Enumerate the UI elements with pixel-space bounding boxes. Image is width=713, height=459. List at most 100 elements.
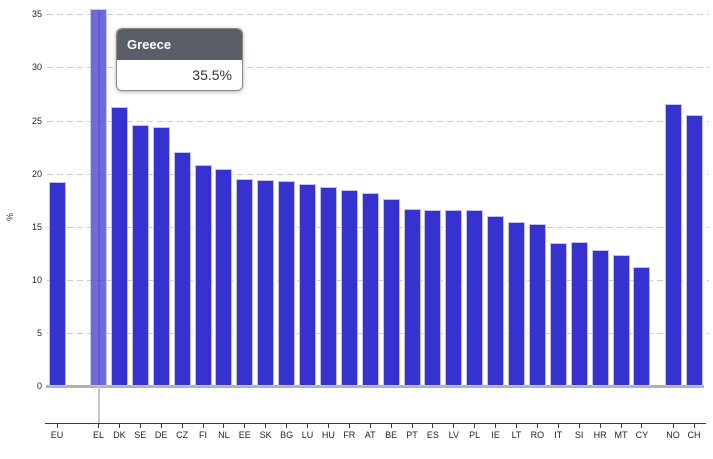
x-tick-label-BG: BG — [280, 430, 294, 440]
x-tick-label-FI: FI — [199, 430, 207, 440]
x-tick-label-LU: LU — [301, 430, 314, 440]
x-tick-ES — [432, 423, 434, 428]
bar-LU[interactable] — [299, 184, 316, 386]
x-tick-MT — [620, 423, 622, 428]
x-tick-label-IT: IT — [554, 430, 563, 440]
bar-FI[interactable] — [194, 165, 212, 386]
bar-EU[interactable] — [48, 182, 66, 386]
x-tick-EE — [244, 423, 246, 428]
bar-NL[interactable] — [215, 169, 233, 386]
bar-EL[interactable] — [90, 9, 107, 386]
bar-ES[interactable] — [424, 209, 442, 386]
x-tick-label-SE: SE — [134, 430, 147, 440]
x-tick-label-RO: RO — [530, 430, 545, 440]
bar-FR[interactable] — [340, 189, 358, 386]
bar-EE[interactable] — [236, 178, 254, 386]
bar-DE[interactable] — [152, 126, 170, 386]
x-tick-AT — [369, 423, 371, 428]
x-tick-label-NO: NO — [666, 430, 680, 440]
x-tick-DK — [118, 423, 120, 428]
x-tick-PL — [474, 423, 476, 428]
x-tick-HU — [327, 423, 329, 428]
bar-DK[interactable] — [110, 106, 128, 386]
x-tick-label-PT: PT — [406, 430, 418, 440]
x-tick-label-AT: AT — [364, 430, 376, 440]
bar-SE[interactable] — [131, 124, 149, 386]
x-tick-LT — [516, 423, 517, 428]
y-tick-label-0: 0 — [36, 381, 42, 391]
bar-LV[interactable] — [445, 209, 463, 386]
x-tick-EL — [98, 423, 99, 428]
x-tick-label-HR: HR — [593, 430, 607, 440]
y-tick-label-20: 20 — [31, 168, 42, 179]
x-tick-label-NL: NL — [218, 430, 230, 440]
bar-CY[interactable] — [633, 267, 651, 386]
x-tick-RO — [536, 423, 538, 428]
x-tick-BG — [286, 423, 288, 428]
x-tick-LU — [307, 423, 308, 428]
x-tick-DE — [160, 423, 162, 428]
bar-HR[interactable] — [591, 250, 609, 386]
x-tick-FI — [202, 423, 204, 428]
x-tick-label-CH: CH — [687, 430, 701, 440]
x-tick-label-DE: DE — [154, 430, 168, 440]
baseline-zero — [46, 385, 704, 388]
tooltip: Greece 35.5% — [116, 28, 243, 91]
bar-MT[interactable] — [612, 255, 630, 386]
x-tick-NL — [223, 423, 225, 428]
x-tick-label-CY: CY — [635, 430, 649, 440]
x-tick-FR — [348, 423, 350, 428]
y-tick-label-25: 25 — [31, 115, 42, 126]
y-tick-label-15: 15 — [31, 221, 42, 232]
gridline-30 — [47, 67, 709, 69]
x-tick-CH — [693, 423, 695, 428]
bar-BE[interactable] — [382, 199, 400, 386]
bar-PT[interactable] — [403, 208, 421, 386]
bar-BG[interactable] — [278, 181, 296, 386]
bar-CH[interactable] — [685, 115, 703, 386]
bar-LT[interactable] — [508, 222, 525, 386]
bar-RO[interactable] — [528, 223, 546, 386]
x-tick-label-EU: EU — [50, 430, 64, 440]
y-tick-label-30: 30 — [31, 62, 42, 73]
bar-SK[interactable] — [257, 180, 275, 386]
x-tick-NO — [672, 423, 674, 428]
x-tick-label-LT: LT — [511, 430, 522, 440]
y-tick-label-5: 5 — [36, 327, 42, 338]
x-tick-BE — [390, 423, 392, 428]
tooltip-title: Greece — [117, 29, 242, 60]
x-tick-label-MT: MT — [614, 430, 628, 440]
bar-NO[interactable] — [664, 103, 682, 386]
bar-CZ[interactable] — [173, 152, 191, 386]
gridline-25 — [47, 120, 709, 122]
x-tick-SE — [139, 423, 141, 428]
bar-SI[interactable] — [570, 241, 588, 386]
x-tick-IE — [495, 423, 497, 428]
x-axis-line — [45, 423, 706, 424]
y-axis-title: % — [5, 212, 16, 222]
x-tick-label-SI: SI — [574, 430, 584, 440]
x-tick-label-ES: ES — [426, 430, 439, 440]
x-tick-label-EL: EL — [92, 430, 104, 440]
bar-AT[interactable] — [361, 192, 379, 386]
x-tick-label-PL: PL — [469, 430, 481, 440]
y-tick-label-35: 35 — [31, 9, 42, 20]
x-tick-label-LV: LV — [448, 430, 459, 440]
gridline-35 — [47, 14, 709, 16]
bar-IE[interactable] — [487, 216, 505, 386]
x-tick-label-SK: SK — [259, 430, 272, 440]
bar-HU[interactable] — [319, 187, 337, 386]
x-tick-PT — [411, 423, 413, 428]
x-tick-label-IE: IE — [491, 430, 500, 440]
x-tick-IT — [557, 423, 559, 428]
x-tick-HR — [599, 423, 601, 428]
x-tick-label-DK: DK — [113, 430, 126, 440]
x-tick-CY — [641, 423, 643, 428]
bar-IT[interactable] — [549, 242, 567, 386]
tooltip-value: 35.5% — [117, 60, 242, 90]
x-tick-label-FR: FR — [343, 430, 356, 440]
x-tick-LV — [453, 423, 455, 428]
x-tick-label-HU: HU — [321, 430, 335, 440]
bar-PL[interactable] — [466, 209, 484, 386]
